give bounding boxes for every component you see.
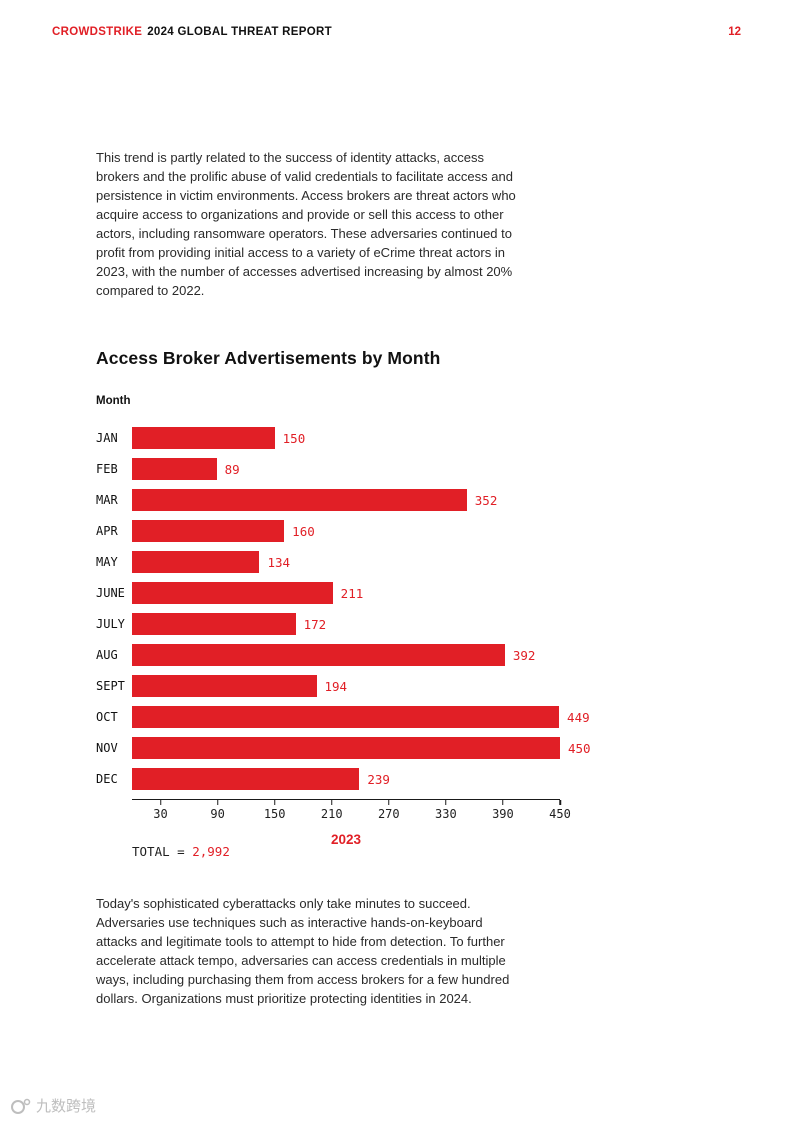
chart-row: FEB 89 bbox=[96, 458, 656, 480]
chart-row: JULY 172 bbox=[96, 613, 656, 635]
bar-area: 352 bbox=[132, 489, 560, 511]
axis-tick-label: 90 bbox=[210, 807, 225, 821]
axis-tick-label: 30 bbox=[153, 807, 168, 821]
page-content: This trend is partly related to the succ… bbox=[96, 148, 656, 1008]
axis-tick-mark bbox=[502, 800, 504, 805]
bar-chart: Month JAN 150 FEB 89 MAR 352 APR 160 MAY 134 JUNE 2… bbox=[96, 395, 656, 872]
bar-value-label: 352 bbox=[474, 492, 498, 508]
axis-tick-label: 390 bbox=[492, 807, 514, 821]
chart-row: JUNE 211 bbox=[96, 582, 656, 604]
bar bbox=[132, 644, 505, 666]
watermark-text: 九数跨境 bbox=[36, 1098, 97, 1115]
month-label: JUNE bbox=[96, 586, 125, 600]
bar-value-label: 211 bbox=[340, 585, 364, 601]
chart-row: AUG 392 bbox=[96, 644, 656, 666]
total-value: 2,992 bbox=[192, 844, 230, 859]
chart-row: SEPT 194 bbox=[96, 675, 656, 697]
bar-area: 239 bbox=[132, 768, 560, 790]
month-label: DEC bbox=[96, 772, 118, 786]
total-label: TOTAL = bbox=[132, 844, 185, 859]
bar-value-label: 194 bbox=[324, 678, 348, 694]
bar-value-label: 150 bbox=[282, 430, 306, 446]
bar bbox=[132, 551, 260, 573]
month-label: MAY bbox=[96, 555, 118, 569]
bar bbox=[132, 582, 333, 604]
chart-row: MAR 352 bbox=[96, 489, 656, 511]
bar-area: 449 bbox=[132, 706, 590, 728]
bar-area: 160 bbox=[132, 520, 560, 542]
bar bbox=[132, 520, 285, 542]
axis-tick-label: 450 bbox=[549, 807, 571, 821]
chart-row: APR 160 bbox=[96, 520, 656, 542]
bar bbox=[132, 458, 217, 480]
month-label: NOV bbox=[96, 741, 118, 755]
month-label: OCT bbox=[96, 710, 118, 724]
brand-name: CROWDSTRIKE bbox=[52, 26, 143, 38]
month-label: AUG bbox=[96, 648, 118, 662]
axis-tick-mark bbox=[216, 800, 219, 805]
month-label: MAR bbox=[96, 493, 118, 507]
month-label: SEPT bbox=[96, 679, 125, 693]
bar-area: 134 bbox=[132, 551, 560, 573]
chart-y-axis-title: Month bbox=[96, 395, 131, 407]
bar-value-label: 449 bbox=[567, 709, 590, 725]
bar bbox=[132, 489, 467, 511]
bar-area: 150 bbox=[132, 427, 560, 449]
axis-tick-label: 150 bbox=[263, 807, 286, 821]
bar bbox=[132, 427, 275, 449]
axis-tick-mark bbox=[559, 800, 561, 805]
chart-row: JAN 150 bbox=[96, 427, 656, 449]
chart-row: NOV 450 bbox=[96, 737, 656, 759]
month-label: APR bbox=[96, 524, 118, 538]
axis-tick-mark bbox=[159, 800, 162, 805]
report-header-title: CROWDSTRIKE 2024 GLOBAL THREAT REPORT bbox=[52, 26, 332, 38]
report-name: 2024 GLOBAL THREAT REPORT bbox=[147, 26, 332, 38]
chart-footer: 2023 TOTAL = 2,992 bbox=[132, 830, 560, 872]
chart-total: TOTAL = 2,992 bbox=[132, 844, 230, 859]
chart-plot-area: JAN 150 FEB 89 MAR 352 APR 160 MAY 134 JUNE 211 JULY… bbox=[96, 427, 656, 790]
bar-area: 194 bbox=[132, 675, 560, 697]
chart-row: OCT 449 bbox=[96, 706, 656, 728]
chart-section-title: Access Broker Advertisements by Month bbox=[96, 348, 441, 368]
month-label: JULY bbox=[96, 617, 125, 631]
bar-area: 172 bbox=[132, 613, 560, 635]
bar-value-label: 89 bbox=[224, 461, 240, 477]
chart-row: DEC 239 bbox=[96, 768, 656, 790]
bar bbox=[132, 737, 560, 759]
closing-paragraph: Today's sophisticated cyberattacks only … bbox=[96, 896, 510, 1006]
chart-x-axis: 30 90 150 210 270 330 390 450 bbox=[132, 799, 571, 826]
axis-tick-mark bbox=[388, 800, 390, 805]
month-label: FEB bbox=[96, 462, 118, 476]
bar-value-label: 160 bbox=[292, 523, 315, 539]
month-label: JAN bbox=[96, 431, 118, 445]
bar-value-label: 450 bbox=[568, 740, 591, 756]
axis-tick-mark bbox=[445, 800, 447, 805]
bar bbox=[132, 768, 360, 790]
axis-tick-mark bbox=[273, 800, 276, 805]
watermark-logo bbox=[11, 1098, 31, 1114]
axis-tick-label: 330 bbox=[435, 807, 457, 821]
bar-value-label: 239 bbox=[367, 771, 390, 787]
x-axis-title: 2023 bbox=[330, 832, 362, 847]
bar-area: 211 bbox=[132, 582, 560, 604]
intro-paragraph: This trend is partly related to the succ… bbox=[96, 150, 516, 298]
bar-value-label: 392 bbox=[512, 647, 536, 663]
bar-area: 392 bbox=[132, 644, 560, 666]
bar-area: 450 bbox=[132, 737, 591, 759]
bar-value-label: 172 bbox=[303, 616, 327, 632]
bar bbox=[132, 706, 560, 728]
axis-tick-mark bbox=[330, 800, 333, 805]
chart-row: MAY 134 bbox=[96, 551, 656, 573]
axis-tick-label: 270 bbox=[377, 807, 400, 821]
bar bbox=[132, 613, 296, 635]
bar-area: 89 bbox=[132, 458, 560, 480]
watermark: 九数跨境 bbox=[10, 1095, 96, 1116]
bar bbox=[132, 675, 317, 697]
bar-value-label: 134 bbox=[267, 554, 291, 570]
axis-tick-label: 210 bbox=[320, 807, 343, 821]
page-header: CROWDSTRIKE 2024 GLOBAL THREAT REPORT 12 bbox=[0, 0, 793, 38]
page-number: 12 bbox=[728, 26, 741, 38]
